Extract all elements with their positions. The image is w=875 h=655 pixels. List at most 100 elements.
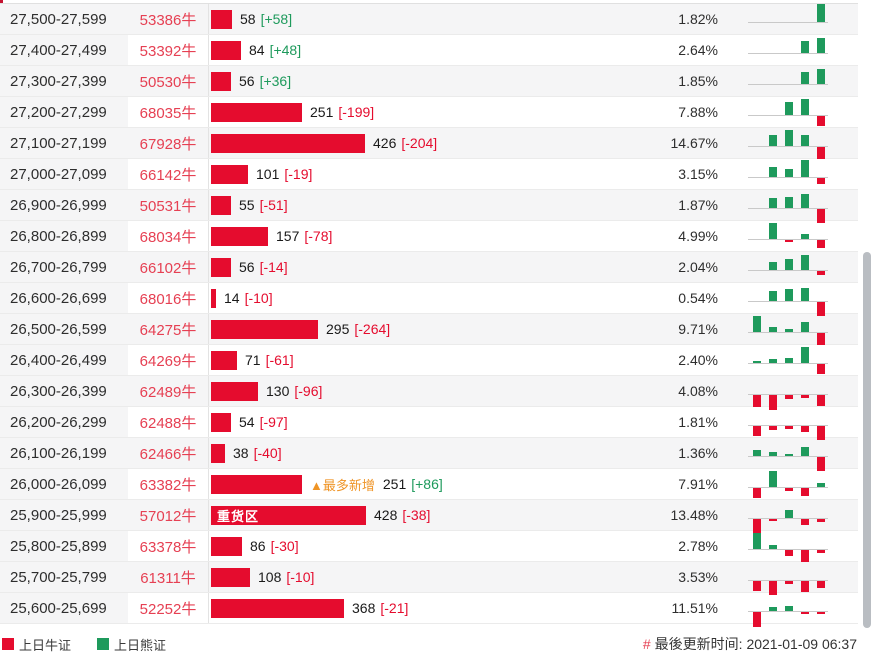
bull-code-link[interactable]: 62488牛 — [139, 414, 197, 432]
bull-code-link[interactable]: 66142牛 — [139, 166, 197, 184]
table-row[interactable]: 27,500-27,599 53386牛 58 [+58] 1.82% — [0, 4, 858, 35]
bull-code-link[interactable]: 68016牛 — [139, 290, 197, 308]
bull-code-link[interactable]: 57012牛 — [139, 507, 197, 525]
outstanding-bar-cell: 130 [-96] — [208, 376, 630, 406]
sparkline-baseline — [748, 270, 828, 271]
percent-value: 2.78% — [678, 538, 718, 554]
spark-bar-bull-green — [769, 291, 777, 301]
table-row[interactable]: 25,700-25,799 61311牛 108 [-10] 3.53% — [0, 562, 858, 595]
outstanding-bar-cell: 157 [-78] — [208, 221, 630, 251]
table-row[interactable]: 25,900-25,999 57012牛 重货区 428 [-38] 13.48… — [0, 500, 858, 535]
bull-code-link[interactable]: 68034牛 — [139, 228, 197, 246]
outstanding-bar-cell: 56 [-14] — [208, 252, 630, 282]
bull-code-link[interactable]: 66102牛 — [139, 259, 197, 277]
spark-bar-bull-green — [801, 288, 809, 301]
spark-bar-bear-red — [801, 488, 809, 496]
spark-bar-bear-red — [817, 333, 825, 345]
spark-bar-bull-green — [801, 135, 809, 146]
price-range-label: 27,400-27,499 — [0, 35, 128, 65]
table-row[interactable]: 26,500-26,599 64275牛 295 [-264] 9.71% — [0, 314, 858, 345]
spark-bar-bull-green — [769, 452, 777, 456]
bull-code-link[interactable]: 62466牛 — [139, 445, 197, 463]
table-row[interactable]: 26,700-26,799 66102牛 56 [-14] 2.04% — [0, 252, 858, 283]
table-row[interactable]: 25,800-25,899 63378牛 86 [-30] 2.78% — [0, 531, 858, 562]
outstanding-bar-cell: 101 [-19] — [208, 159, 630, 189]
bull-code-link[interactable]: 67928牛 — [139, 135, 197, 153]
count-delta: [-19] — [284, 166, 313, 182]
table-row[interactable]: 26,600-26,699 68016牛 14 [-10] 0.54% — [0, 283, 858, 316]
table-row[interactable]: 26,100-26,199 62466牛 38 [-40] 1.36% — [0, 438, 858, 471]
bull-code-link[interactable]: 63382牛 — [139, 476, 197, 494]
spark-bar-bear-red — [785, 426, 793, 429]
bull-code-link[interactable]: 64269牛 — [139, 352, 197, 370]
sparkline-baseline — [748, 84, 828, 85]
bull-code-link[interactable]: 50531牛 — [139, 197, 197, 215]
spark-bar-bull-green — [785, 102, 793, 115]
bull-code-link[interactable]: 53386牛 — [139, 11, 197, 29]
spark-bar-bear-red — [769, 581, 777, 595]
spark-bar-bull-green — [801, 41, 809, 53]
bull-code-link[interactable]: 62489牛 — [139, 383, 197, 401]
history-sparkline — [718, 221, 858, 251]
outstanding-bar: 重货区 — [211, 505, 366, 525]
last-updated-time: 2021-01-09 06:37 — [746, 636, 857, 652]
count-delta: [-96] — [294, 383, 323, 399]
bull-code-link[interactable]: 68035牛 — [139, 104, 197, 122]
outstanding-bar — [211, 226, 268, 246]
table-row[interactable]: 27,100-27,199 67928牛 426 [-204] 14.67% — [0, 128, 858, 159]
history-sparkline — [718, 438, 858, 471]
count-value: 55 — [239, 197, 255, 213]
spark-bar-bear-red — [753, 395, 761, 407]
count-value: 54 — [239, 414, 255, 430]
count-value: 108 — [258, 569, 282, 585]
history-sparkline — [718, 4, 858, 34]
spark-bar-bull-green — [785, 510, 793, 518]
percent-value: 9.71% — [678, 321, 718, 337]
scrollbar-thumb[interactable] — [863, 252, 871, 628]
outstanding-bar — [211, 319, 318, 339]
spark-bar-bear-red — [817, 612, 825, 614]
spark-bar-bull-green — [753, 450, 761, 456]
table-row[interactable]: 27,300-27,399 50530牛 56 [+36] 1.85% — [0, 66, 858, 97]
spark-bar-bear-red — [785, 581, 793, 584]
spark-bar-bull-green — [801, 234, 809, 239]
bull-code-link[interactable]: 61311牛 — [140, 569, 196, 587]
history-sparkline — [718, 35, 858, 65]
bull-code-link[interactable]: 64275牛 — [139, 321, 197, 339]
outstanding-bar-cell: 71 [-61] — [208, 345, 630, 375]
count-value: 56 — [239, 259, 255, 275]
bull-code-link[interactable]: 53392牛 — [139, 42, 197, 60]
table-row[interactable]: 27,000-27,099 66142牛 101 [-19] 3.15% — [0, 159, 858, 190]
spark-bar-bear-red — [785, 550, 793, 556]
bull-code-link[interactable]: 63378牛 — [139, 538, 197, 556]
history-sparkline — [718, 562, 858, 595]
table-row[interactable]: 26,300-26,399 62489牛 130 [-96] 4.08% — [0, 376, 858, 410]
table-row[interactable]: 26,200-26,299 62488牛 54 [-97] 1.81% — [0, 407, 858, 440]
table-row[interactable]: 26,000-26,099 63382牛 ▲最多新增 251 [+86] 7.9… — [0, 469, 858, 500]
bull-code-link[interactable]: 52252牛 — [139, 600, 197, 618]
table-row[interactable]: 26,800-26,899 68034牛 157 [-78] 4.99% — [0, 221, 858, 252]
sparkline-baseline — [748, 363, 828, 364]
table-row[interactable]: 26,400-26,499 64269牛 71 [-61] 2.40% — [0, 345, 858, 376]
spark-bar-bull-green — [785, 130, 793, 146]
spark-bar-bull-green — [769, 198, 777, 208]
percent-value: 2.40% — [678, 352, 718, 368]
spark-bar-bull-green — [801, 160, 809, 177]
percent-value: 13.48% — [670, 507, 718, 523]
spark-bar-bull-green — [801, 99, 809, 115]
last-updated-label: 最後更新时间: — [654, 636, 743, 652]
table-row[interactable]: 27,200-27,299 68035牛 251 [-199] 7.88% — [0, 97, 858, 128]
count-value: 84 — [249, 42, 265, 58]
bull-code-link[interactable]: 50530牛 — [139, 73, 197, 91]
table-row[interactable]: 27,400-27,499 53392牛 84 [+48] 2.64% — [0, 35, 858, 66]
spark-bar-bear-red — [753, 612, 761, 627]
table-row[interactable]: 25,600-25,699 52252牛 368 [-21] 11.51% — [0, 593, 858, 627]
spark-bar-bull-green — [769, 607, 777, 611]
count-delta: [-30] — [270, 538, 299, 554]
price-range-label: 26,000-26,099 — [0, 469, 128, 499]
spark-bar-bull-green — [817, 38, 825, 53]
spark-bar-bear-red — [769, 519, 777, 521]
table-row[interactable]: 26,900-26,999 50531牛 55 [-51] 1.87% — [0, 190, 858, 223]
outstanding-bar — [211, 40, 241, 60]
sparkline-baseline — [748, 22, 828, 23]
